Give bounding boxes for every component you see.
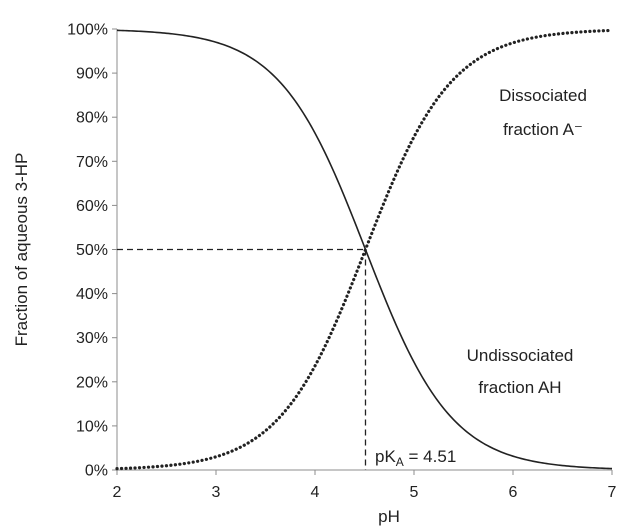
x-axis-title: pH <box>378 507 400 526</box>
x-tick-label: 2 <box>113 484 122 501</box>
x-tick-label: 7 <box>608 484 617 501</box>
y-tick-label: 10% <box>76 418 108 435</box>
x-tick-label: 4 <box>311 484 320 501</box>
y-tick-label: 40% <box>76 286 108 303</box>
axes: 0% 10% 20% 30% 40% 50% 60% 70% 80% 90% 100% 2 3 4 5 6 7 <box>67 22 616 502</box>
dissociated-label-line2: fraction A⁻ <box>503 120 583 139</box>
y-axis-title: Fraction of aqueous 3-HP <box>12 153 31 347</box>
y-tick-label: 20% <box>76 374 108 391</box>
y-tick-label: 100% <box>67 22 108 39</box>
y-tick-label: 0% <box>85 463 108 480</box>
pka-label-prefix: pK <box>375 447 396 466</box>
y-tick-label: 50% <box>76 242 108 259</box>
undissociated-label-line2: fraction AH <box>478 378 561 397</box>
pka-label: pKA = 4.51 <box>375 447 456 469</box>
x-tick-label: 6 <box>509 484 518 501</box>
undissociated-label-line1: Undissociated <box>467 346 574 365</box>
pka-label-value: = 4.51 <box>404 447 456 466</box>
y-tick-label: 70% <box>76 154 108 171</box>
series-group <box>115 28 614 471</box>
undissociated-curve <box>116 29 613 470</box>
labels: pH Fraction of aqueous 3-HP Dissociated fra… <box>12 86 587 526</box>
pka-label-subscript: A <box>396 455 404 469</box>
reference-lines <box>117 248 367 470</box>
y-tick-label: 90% <box>76 66 108 83</box>
y-tick-label: 60% <box>76 198 108 215</box>
x-tick-label: 3 <box>212 484 221 501</box>
dissociated-label-line1: Dissociated <box>499 86 587 105</box>
x-tick-label: 5 <box>410 484 419 501</box>
y-tick-label: 80% <box>76 110 108 127</box>
y-tick-label: 30% <box>76 330 108 347</box>
